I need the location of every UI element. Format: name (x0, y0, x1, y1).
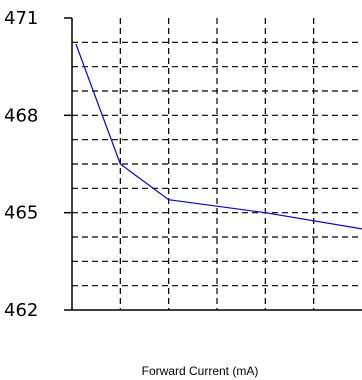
y-tick-label: 471 (4, 8, 38, 29)
series-layer (75, 43, 362, 230)
axes (64, 17, 362, 311)
y-tick-label: 468 (4, 105, 38, 126)
tick-labels: 462 465 468 471 (4, 8, 38, 321)
grid (72, 18, 362, 310)
y-tick-label: 465 (4, 203, 38, 224)
x-axis-label: Forward Current (mA) (142, 364, 259, 378)
series-line (75, 43, 362, 230)
y-tick-label: 462 (4, 300, 38, 321)
